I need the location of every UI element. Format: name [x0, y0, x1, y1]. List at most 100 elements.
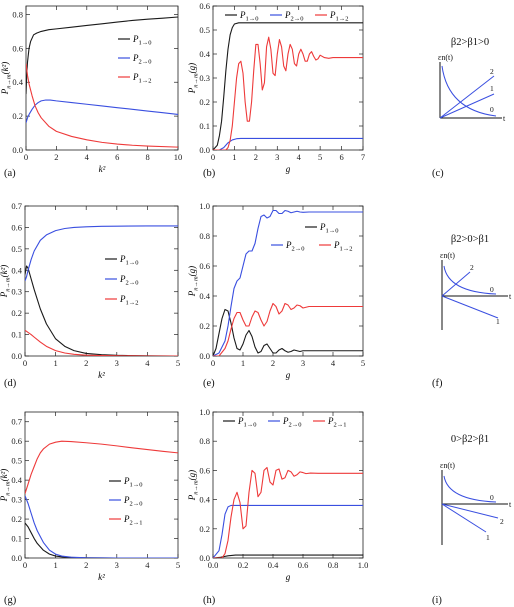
chart-h: 0.0 0.2 0.4 0.6 0.8 1.0 0.0 0.2 0.4 0.6 0.8 1.0 g Pn→… [187, 407, 368, 582]
curve-0 [441, 65, 497, 117]
panel-label: (i) [432, 595, 442, 606]
y-tick-label: 0.2 [11, 308, 22, 318]
x-tick-label: 0.6 [298, 560, 309, 570]
y-tick-label: 1.0 [199, 407, 210, 417]
y-tick-label: 0.1 [11, 330, 22, 340]
legend-label: P2→1 [327, 416, 346, 429]
curve-label: 0 [490, 105, 494, 114]
condition-label: 0>β2>β1 [451, 434, 489, 445]
x-tick-label: 2 [254, 152, 258, 162]
x-tick-label: 2 [54, 152, 58, 162]
plot-frame [212, 411, 364, 559]
x-tick-label: 0.0 [208, 560, 219, 570]
y-tick-label: 0.4 [199, 495, 210, 505]
schematic-y-label: εn(t) [440, 461, 455, 470]
series-line-P2→0 [213, 504, 363, 558]
series-line-P1→0 [25, 265, 178, 356]
legend-label: P1→0 [319, 222, 338, 235]
schematic-x-label: t [509, 292, 512, 301]
panel-label: (b) [203, 168, 216, 179]
x-tick-label: 0 [23, 358, 27, 368]
x-tick-label: 0 [211, 358, 215, 368]
y-tick-label: 0.2 [199, 97, 210, 107]
legend-label: P2→0 [123, 495, 142, 508]
y-tick-label: 0.0 [199, 351, 210, 361]
curve-2 [439, 75, 495, 119]
legend-label: P1→2 [132, 72, 151, 85]
x-tick-label: 1 [241, 358, 245, 368]
curve-1 [441, 503, 487, 533]
curve-label: 1 [490, 84, 494, 93]
y-tick-label: 0.8 [199, 436, 210, 446]
panel-label: (h) [203, 595, 216, 606]
y-tick-label: 0.4 [11, 475, 22, 485]
series-line-P1→0 [213, 22, 363, 150]
chart-a: 0 2 4 6 8 10 0.0 0.2 0.4 0.6 0.8 k² Pn→m(k²) P1→0 P2→0… [0, 5, 183, 174]
y-tick-label: 0.6 [199, 465, 210, 475]
y-tick-label: 0.0 [199, 145, 210, 155]
y-tick-label: 0.4 [12, 77, 23, 87]
panel-label: (f) [432, 378, 443, 389]
schematic-y-label: εn(t) [440, 251, 455, 260]
legend-label: P2→1 [123, 514, 142, 527]
y-axis-label: Pn→m(g) [187, 266, 199, 297]
curve-label: 2 [500, 517, 504, 526]
plot-frame [212, 205, 364, 357]
series-line-P2→0 [26, 99, 178, 124]
y-tick-label: 0.7 [11, 201, 22, 211]
x-tick-label: 3 [275, 152, 279, 162]
y-tick-label: 0.5 [11, 244, 22, 254]
x-axis-label: k² [98, 572, 105, 582]
y-tick-label: 0.3 [199, 73, 210, 83]
x-tick-label: 4 [297, 152, 302, 162]
x-tick-label: 6 [115, 152, 119, 162]
legend-label: P2→0 [132, 53, 151, 66]
plot-frame [212, 5, 364, 151]
x-tick-label: 0.4 [268, 560, 279, 570]
legend-label: P2→0 [284, 10, 303, 23]
x-tick-label: 10 [174, 152, 183, 162]
curve-2 [441, 503, 499, 519]
schematic-c: β2>β1>0 εn(t) t 2 1 0 [438, 37, 506, 123]
curve-label: 1 [496, 317, 500, 326]
x-tick-label: 0 [23, 560, 27, 570]
y-tick-label: 0.6 [199, 261, 210, 271]
panel-label: (g) [4, 595, 17, 606]
x-tick-label: 5 [176, 560, 180, 570]
plot-frame [24, 411, 179, 559]
schematic-y-label: εn(t) [438, 53, 453, 62]
schematics-layer: β2>β1>0εn(t)t210β2>0>β1εn(t)t2010>β2>β1ε… [438, 37, 512, 545]
x-tick-label: 1 [53, 358, 57, 368]
series-line-P1→2 [25, 329, 178, 356]
legend-label: P1→0 [119, 254, 138, 267]
x-tick-label: 5 [361, 358, 365, 368]
y-tick-label: 0.3 [11, 287, 22, 297]
y-tick-label: 0.2 [199, 524, 210, 534]
x-tick-label: 0 [211, 152, 215, 162]
curve-label: 2 [470, 263, 474, 272]
schematic-x-label: t [503, 114, 506, 123]
panel-label: (d) [4, 378, 17, 389]
series-line-P1→0 [213, 308, 363, 356]
x-tick-label: 1 [53, 560, 57, 570]
y-axis-label: Pn→m(k²) [0, 62, 12, 96]
series-line-P2→0 [213, 137, 363, 150]
x-tick-label: 4 [145, 560, 150, 570]
x-tick-label: 1 [232, 152, 236, 162]
y-axis-label: Pn→m(g) [187, 470, 199, 501]
y-tick-label: 0.2 [11, 514, 22, 524]
schematic-i: 0>β2>β1 εn(t) t 0 2 1 [440, 434, 512, 545]
x-tick-label: 0.2 [238, 560, 249, 570]
chart-e: 0 1 2 3 4 5 0.0 0.2 0.4 0.6 0.8 1.0 g Pn→m(g) P1→0 P2→0… [187, 201, 365, 380]
x-tick-label: 5 [318, 152, 322, 162]
curve-2 [441, 271, 471, 297]
curve-0 [443, 265, 497, 295]
y-tick-label: 0.0 [11, 553, 22, 563]
curve-label: 0 [490, 285, 494, 294]
x-tick-label: 8 [145, 152, 149, 162]
legend-label: P1→0 [239, 10, 258, 23]
x-tick-label: 2 [84, 560, 88, 570]
y-tick-label: 0.8 [199, 231, 210, 241]
chart-d: 0 1 2 3 4 5 0.0 0.1 0.2 0.3 0.4 0.5 0.6 0.7 k² Pn→m(k²)… [0, 201, 180, 380]
y-tick-label: 0.0 [11, 351, 22, 361]
